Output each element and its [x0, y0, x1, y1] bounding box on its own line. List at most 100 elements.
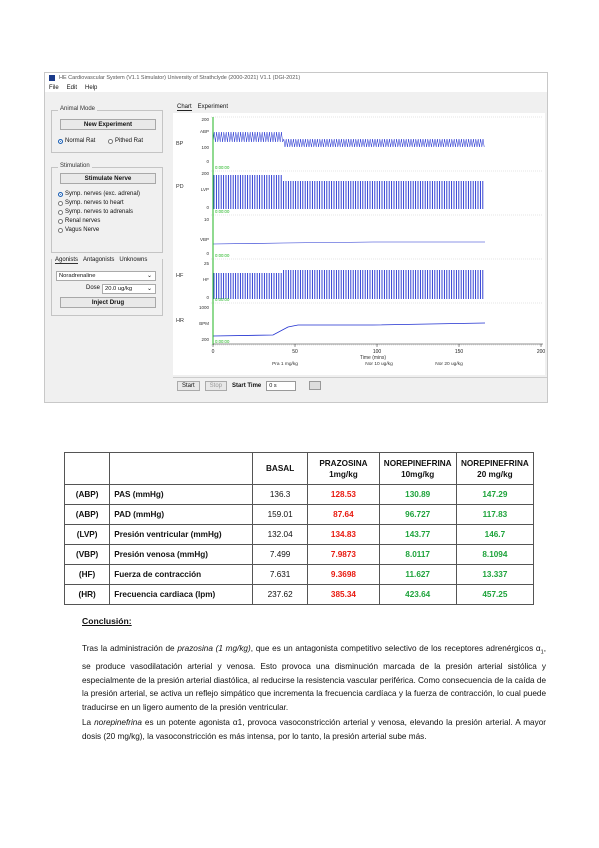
app-title: HE Cardiovascular System (V1.1 Simulator… — [59, 75, 301, 81]
cell-abbr: (HR) — [63, 584, 111, 605]
header-label: NOREPINEFRINA 20 mg/kg — [461, 458, 529, 479]
table-row: (VBP) Presión venosa (mmHg) 7.499 7.9873 8.0… — [63, 544, 535, 565]
event-marker-label: 0:00:00 — [215, 253, 230, 258]
start-button[interactable]: Start — [177, 380, 200, 391]
y-axis-tick-hf: HF — [203, 277, 209, 282]
x-axis-title: Time (mins) — [360, 355, 387, 361]
x-axis-tick-label: 0 — [212, 349, 215, 355]
normal-rat-label: Normal Rat — [65, 138, 96, 144]
cell-abbr: (LVP) — [63, 524, 111, 545]
new-experiment-button[interactable]: New Experiment — [60, 119, 156, 130]
y-axis-tick-abp: 0 — [206, 159, 209, 164]
drug-select[interactable]: Noradrenaline ⌄ — [56, 271, 156, 281]
menu-file[interactable]: File — [49, 84, 59, 91]
cell-basal: 7.631 — [251, 564, 309, 585]
drug-select-value: Noradrenaline — [59, 273, 96, 279]
cell-basal: 136.3 — [251, 484, 309, 505]
table-row: (HR) Frecuencia cardiaca (lpm) 237.62 385.3… — [63, 584, 535, 605]
cell-prazosina: 128.53 — [307, 484, 380, 505]
animal-mode-panel: Animal Mode New Experiment Normal Rat Pi… — [51, 106, 163, 153]
dose-label: Dose — [86, 285, 101, 291]
cell-nor10: 423.64 — [378, 584, 457, 605]
x-axis-tick-label: 200 — [537, 349, 545, 355]
header-nor10: NOREPINEFRINA 10mg/kg — [378, 452, 457, 485]
stimulate-nerve-button[interactable]: Stimulate Nerve — [60, 173, 156, 184]
stim-option-1[interactable]: Symp. nerves (exc. adrenal) — [58, 191, 140, 197]
y-axis-tick-lvp: LVP — [201, 187, 209, 192]
cell-nor10: 8.0117 — [378, 544, 457, 565]
y-axis-tick-hr: 1000 — [199, 305, 210, 310]
subscript: 1 — [540, 649, 544, 656]
stop-button[interactable]: Stop — [204, 380, 228, 391]
simulator-screenshot: HE Cardiovascular System (V1.1 Simulator… — [44, 72, 548, 403]
cell-parameter: Frecuencia cardiaca (lpm) — [109, 584, 253, 605]
stim-option-label: Vagus Nerve — [65, 227, 100, 233]
drug-name: norepinefrina — [94, 718, 142, 727]
header-label: BASAL — [266, 464, 295, 473]
table-row: (ABP) PAS (mmHg) 136.3 128.53 130.89 147.29 — [63, 484, 535, 505]
cell-nor20: 147.29 — [455, 484, 535, 505]
cell-nor20: 8.1094 — [455, 544, 535, 565]
time-slider-handle[interactable] — [309, 381, 322, 390]
y-axis-tick-abp: 200 — [201, 117, 209, 122]
vbp-trace — [212, 241, 485, 245]
event-marker-label: 0:00:00 — [215, 297, 230, 302]
stim-option-5[interactable]: Vagus Nerve — [58, 227, 99, 233]
cell-nor20: 13.337 — [455, 564, 535, 585]
app-title-bar: HE Cardiovascular System (V1.1 Simulator… — [45, 73, 547, 83]
radio-icon — [58, 227, 63, 233]
x-axis-tick-label: 100 — [373, 349, 382, 355]
stim-option-2[interactable]: Symp. nerves to heart — [58, 200, 124, 206]
event-marker-label: 0:00:00 — [215, 339, 230, 344]
normal-rat-radio[interactable]: Normal Rat — [58, 138, 95, 144]
header-nor20: NOREPINEFRINA 20 mg/kg — [455, 452, 535, 485]
cell-parameter: Presión venosa (mmHg) — [109, 544, 253, 565]
header-empty — [63, 452, 111, 485]
x-axis-tick-label: 50 — [292, 349, 298, 355]
tab-unknowns[interactable]: Unknowns — [119, 257, 148, 263]
x-axis-tick-label: 150 — [455, 349, 464, 355]
y-axis-tick-lvp: 0 — [206, 205, 209, 210]
tab-antagonists[interactable]: Antagonists — [83, 257, 115, 263]
menu-help[interactable]: Help — [85, 84, 98, 91]
text-span: La — [82, 718, 95, 727]
trace-label-hf: HF — [176, 273, 184, 279]
text-span: , que es un antagonista competitivo sele… — [250, 644, 541, 653]
drugs-panel: Agonists Antagonists Unknowns Noradrenal… — [51, 257, 163, 316]
app-menu-bar: File Edit Help — [45, 83, 547, 92]
dose-select-value: 20.0 ug/kg — [105, 286, 133, 292]
y-axis-tick-lvp: 200 — [201, 171, 209, 176]
y-axis-tick-vbp: 10 — [204, 217, 210, 222]
inject-drug-button[interactable]: Inject Drug — [60, 297, 156, 308]
run-controls: Start Stop Start Time 0 s — [173, 377, 547, 393]
drug-event-label: Nor 20 ug/kg — [435, 361, 463, 367]
radio-selected-icon — [58, 138, 63, 144]
tab-chart[interactable]: Chart — [177, 104, 192, 111]
cell-basal: 132.04 — [251, 524, 309, 545]
event-marker-label: 0:00:00 — [215, 165, 230, 170]
radio-icon — [58, 209, 63, 215]
stim-option-4[interactable]: Renal nerves — [58, 218, 100, 224]
radio-icon — [58, 218, 63, 224]
trace-label-hr: HR — [176, 318, 184, 324]
event-marker-label: 0:00:00 — [215, 209, 230, 214]
stim-option-3[interactable]: Symp. nerves to adrenals — [58, 209, 133, 215]
cell-abbr: (ABP) — [63, 504, 111, 525]
dose-select[interactable]: 20.0 ug/kg ⌄ — [102, 284, 156, 294]
start-time-input[interactable]: 0 s — [266, 380, 297, 391]
text-span: es un potente agonista α1, provoca vasoc… — [82, 718, 546, 741]
pithed-rat-radio[interactable]: Pithed Rat — [108, 138, 143, 144]
cell-abbr: (ABP) — [63, 484, 111, 505]
cell-parameter: Fuerza de contracción — [109, 564, 253, 585]
tab-experiment[interactable]: Experiment — [197, 104, 229, 110]
results-table: BASAL PRAZOSINA 1mg/kg NOREPINEFRINA 10m… — [63, 452, 535, 605]
stim-option-label: Symp. nerves to heart — [65, 200, 124, 206]
menu-edit[interactable]: Edit — [66, 84, 78, 91]
pithed-rat-label: Pithed Rat — [115, 138, 144, 144]
cell-nor20: 146.7 — [455, 524, 535, 545]
header-label: PRAZOSINA 1mg/kg — [319, 458, 368, 479]
tab-agonists[interactable]: Agonists — [55, 257, 79, 264]
hr-trace — [212, 322, 486, 337]
radio-selected-icon — [58, 191, 63, 197]
animal-mode-legend: Animal Mode — [58, 106, 98, 112]
